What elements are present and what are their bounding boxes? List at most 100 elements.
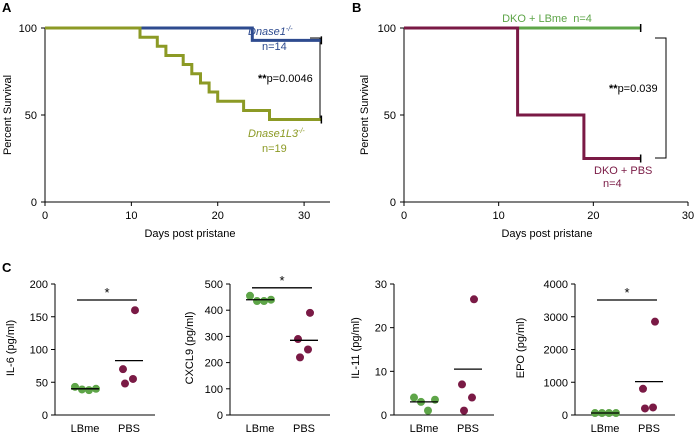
y-tick-label: 0 — [31, 197, 37, 209]
panel-label-a: A — [2, 0, 12, 15]
y-tick-label: 100 — [30, 345, 48, 357]
y-axis-label: IL-11 (pg/ml) — [350, 317, 362, 379]
significance-star: * — [279, 273, 284, 288]
data-point — [78, 385, 86, 394]
x-tick-label: 20 — [587, 210, 599, 222]
y-tick-label: 30 — [375, 279, 387, 291]
category-label: PBS — [638, 423, 660, 433]
data-point — [296, 353, 304, 362]
category-label: PBS — [457, 423, 479, 433]
data-point — [410, 393, 418, 402]
survival-chart-a: Days post pristane Percent Survival Dnas… — [2, 23, 330, 240]
y-tick-label: 0 — [562, 410, 568, 422]
legend-dnase1l3: Dnase1L3-/- — [248, 128, 305, 140]
y-tick-label: 10 — [375, 366, 387, 378]
x-tick-label: 0 — [42, 210, 48, 222]
y-tick-label: 100 — [205, 384, 223, 396]
data-point — [641, 404, 649, 413]
series-line-1 — [45, 26, 322, 42]
y-tick-label: 0 — [381, 410, 387, 422]
y-axis-label: IL-6 (pg/ml) — [5, 320, 17, 376]
dotplot-epo: EPO (pg/ml) 0 1000 2000 3000 4000 LBme PBS * — [515, 279, 675, 433]
category-label: LBme — [410, 423, 439, 433]
data-point — [458, 380, 466, 389]
y-tick-label: 400 — [205, 305, 223, 317]
dotplot-il6: IL-6 (pg/ml) 0 50 100 150 200 LBme PBS * — [5, 279, 155, 433]
data-point — [468, 393, 476, 402]
y-tick-label: 20 — [375, 323, 387, 335]
x-tick-label: 20 — [212, 210, 224, 222]
legend-dnase1: Dnase1-/- — [248, 26, 293, 38]
data-point — [121, 379, 129, 388]
data-point — [460, 406, 468, 415]
data-point — [294, 335, 302, 344]
x-tick-label: 10 — [493, 210, 505, 222]
category-label: PBS — [118, 423, 140, 433]
panel-label-c: C — [2, 260, 12, 275]
pvalue-label: **p=0.039 — [609, 83, 658, 95]
y-axis-label: Percent Survival — [359, 75, 371, 155]
category-label: LBme — [246, 423, 275, 433]
survival-chart-b: Days post pristane Percent Survival DKO … — [359, 13, 694, 240]
data-point — [131, 306, 139, 315]
y-tick-label: 2000 — [544, 345, 568, 357]
legend-dnase1-n: n=14 — [262, 41, 287, 53]
x-tick-label: 10 — [125, 210, 137, 222]
data-point — [306, 308, 314, 317]
data-point — [260, 297, 268, 306]
legend-dko-pbs-n: n=4 — [603, 178, 622, 190]
x-tick-label: 0 — [401, 210, 407, 222]
category-label: PBS — [293, 423, 315, 433]
data-point — [649, 403, 657, 412]
data-point — [246, 291, 254, 300]
y-tick-label: 3000 — [544, 312, 568, 324]
y-tick-label: 100 — [19, 23, 37, 35]
y-tick-label: 50 — [36, 377, 48, 389]
data-point — [651, 317, 659, 326]
y-axis-label: EPO (pg/ml) — [515, 318, 527, 379]
pvalue-bracket — [655, 37, 667, 159]
legend-dko-lbme: DKO + LBme n=4 — [502, 13, 592, 25]
series-line-2 — [404, 26, 641, 160]
dotplot-il11: IL-11 (pg/ml) 0 10 20 30 LBme PBS — [350, 279, 494, 433]
data-point — [253, 297, 261, 306]
y-tick-label: 300 — [205, 331, 223, 343]
y-tick-label: 4000 — [544, 279, 568, 291]
y-tick-label: 200 — [30, 279, 48, 291]
y-tick-label: 200 — [205, 358, 223, 370]
y-tick-label: 0 — [217, 410, 223, 422]
y-tick-label: 0 — [42, 410, 48, 422]
legend-dko-pbs: DKO + PBS — [594, 165, 652, 177]
y-tick-label: 50 — [25, 110, 37, 122]
legend-dnase1l3-n: n=19 — [262, 143, 287, 155]
data-point — [639, 384, 647, 393]
significance-star: * — [104, 285, 109, 300]
category-label: LBme — [71, 423, 100, 433]
significance-star: * — [624, 285, 629, 300]
x-tick-label: 30 — [682, 210, 694, 222]
y-tick-label: 0 — [390, 197, 396, 209]
dotplot-cxcl9: CXCL9 (pg/ml) 0 100 200 300 400 500 LBme PBS * — [184, 273, 330, 433]
y-tick-label: 1000 — [544, 377, 568, 389]
y-axis-label: CXCL9 (pg/ml) — [184, 312, 196, 385]
pvalue-label: **p=0.0046 — [258, 73, 313, 85]
data-point — [85, 386, 93, 395]
x-axis-label: Days post pristane — [144, 228, 235, 240]
x-axis-label: Days post pristane — [501, 228, 592, 240]
category-label: LBme — [591, 423, 620, 433]
data-point — [119, 365, 127, 374]
y-tick-label: 100 — [378, 23, 396, 35]
data-point — [424, 406, 432, 415]
y-tick-label: 150 — [30, 312, 48, 324]
y-tick-label: 500 — [205, 279, 223, 291]
data-point — [129, 374, 137, 383]
x-tick-label: 30 — [298, 210, 310, 222]
panel-label-b: B — [352, 0, 361, 15]
data-point — [470, 295, 478, 304]
y-axis-label: Percent Survival — [2, 75, 14, 155]
series-line-2 — [45, 26, 322, 121]
y-tick-label: 50 — [384, 110, 396, 122]
data-point — [71, 382, 79, 391]
data-point — [304, 345, 312, 354]
